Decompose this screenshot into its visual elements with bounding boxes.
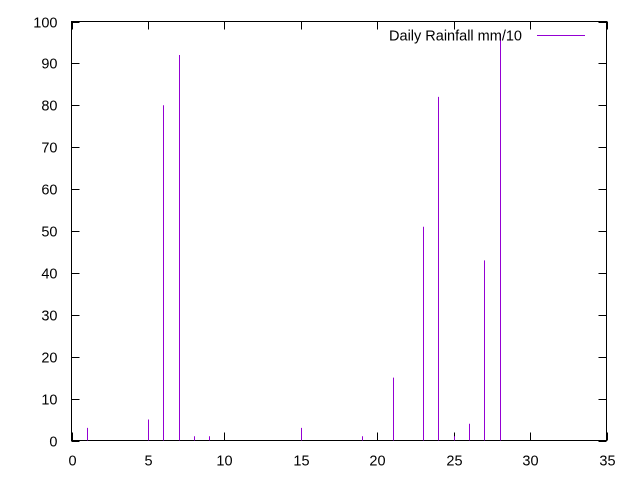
- y-tick-label: 60: [41, 183, 57, 199]
- y-tick-label: 20: [41, 351, 57, 367]
- y-tick-label: 50: [41, 225, 57, 241]
- legend-label: Daily Rainfall mm/10: [389, 29, 522, 45]
- x-tick-label: 0: [68, 454, 76, 470]
- data-series: [87, 34, 501, 441]
- y-tick-label: 100: [33, 16, 57, 32]
- x-axis-ticks: 0 5 10 15 20 25 30 35: [68, 21, 616, 470]
- y-tick-label: 90: [41, 57, 57, 73]
- x-tick-label: 30: [522, 454, 538, 470]
- x-tick-label: 35: [599, 454, 615, 470]
- y-tick-label: 0: [49, 435, 57, 451]
- y-tick-label: 30: [41, 309, 57, 325]
- y-axis-ticks: 0 10 20 30 40 50 60 70 80 90 100: [33, 16, 607, 451]
- x-tick-label: 15: [293, 454, 309, 470]
- y-tick-label: 70: [41, 141, 57, 157]
- y-tick-label: 10: [41, 393, 57, 409]
- y-tick-label: 80: [41, 99, 57, 115]
- x-tick-label: 5: [144, 454, 152, 470]
- plot-frame: [71, 21, 607, 441]
- x-tick-label: 20: [369, 454, 385, 470]
- y-tick-label: 40: [41, 267, 57, 283]
- x-tick-label: 25: [446, 454, 462, 470]
- x-tick-label: 10: [216, 454, 232, 470]
- legend: Daily Rainfall mm/10: [389, 29, 585, 45]
